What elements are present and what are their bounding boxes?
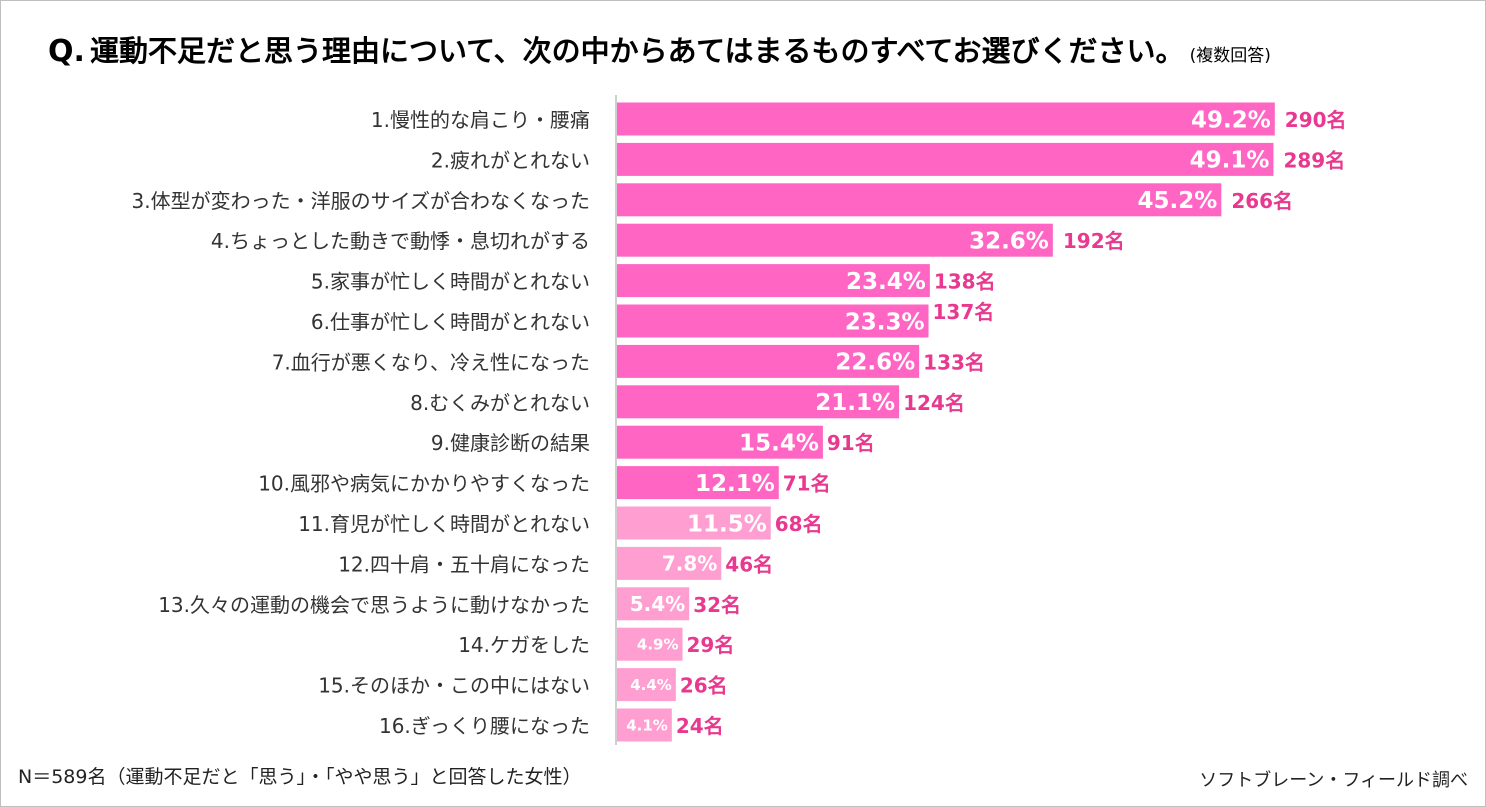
category-label: 9.健康診断の結果 [431,431,590,455]
count-data-label: 71名 [783,472,831,496]
percent-data-label: 49.1% [1190,148,1270,174]
category-label: 1.慢性的な肩こり・腰痛 [371,108,590,132]
multiple-answer-note: (複数回答) [1189,46,1271,66]
category-label: 3.体型が変わった・洋服のサイズが合わなくなった [132,189,590,213]
percent-data-label: 5.4% [630,592,685,616]
percent-data-label: 22.6% [835,350,915,376]
percent-data-label: 45.2% [1138,188,1218,214]
bar [617,587,690,621]
category-label: 11.育児が忙しく時間がとれない [298,512,590,536]
count-data-label: 29名 [687,633,735,657]
count-data-label: 26名 [680,674,728,698]
count-data-label: 289名 [1283,148,1345,172]
count-data-label: 91名 [827,431,875,455]
category-label: 5.家事が忙しく時間がとれない [311,270,590,294]
count-data-label: 46名 [725,552,773,576]
category-label: 2.疲れがとれない [431,148,590,172]
percent-data-label: 4.1% [626,716,668,734]
bar [617,466,779,500]
percent-data-label: 21.1% [815,390,895,416]
count-data-label: 32名 [693,593,741,617]
chart-title: Q. 運動不足だと思う理由について、次の中からあてはまるものすべてお選びください… [48,28,1468,70]
category-label: 4.ちょっとした動きで動悸・息切れがする [211,229,590,253]
bar [617,344,920,378]
percent-data-label: 11.5% [687,511,767,537]
category-label: 6.仕事が忙しく時間がとれない [311,310,590,334]
source-credit: ソフトブレーン・フィールド調べ [1199,770,1468,791]
category-label: 16.ぎっくり腰になった [379,714,590,738]
question-label: Q. [48,34,85,69]
bar [617,142,1274,176]
count-data-label: 290名 [1285,108,1347,132]
count-data-label: 133名 [923,350,985,374]
count-data-label: 266名 [1231,189,1293,213]
count-data-label: 24名 [676,714,724,738]
percent-data-label: 4.9% [637,636,679,654]
bar [617,304,929,338]
count-data-label: 68名 [775,512,823,536]
count-data-label: 192名 [1063,229,1125,253]
percent-data-label: 23.4% [846,269,926,295]
count-data-label: 137名 [933,300,995,324]
category-label: 8.むくみがとれない [410,391,590,415]
count-data-label: 138名 [934,270,996,294]
percent-data-label: 23.3% [845,309,925,335]
percent-data-label: 15.4% [739,430,819,456]
category-label: 10.風邪や病気にかかりやすくなった [258,472,590,496]
bar [617,102,1275,136]
percent-data-label: 7.8% [662,552,717,576]
bar [617,385,900,419]
bar [617,546,722,580]
percent-data-label: 32.6% [969,228,1049,254]
bar [617,223,1053,257]
category-label: 7.血行が悪くなり、冷え性になった [272,350,590,374]
sample-size-note: N＝589名（運動不足だと「思う」・「やや思う」と回答した女性） [18,766,582,788]
category-label: 15.そのほか・この中にはない [318,674,590,698]
bar [617,708,672,742]
bar [617,264,930,298]
category-label: 12.四十肩・五十肩になった [338,552,590,576]
bar [617,506,771,540]
category-label: 13.久々の運動の機会で思うように動けなかった [158,593,590,617]
count-data-label: 124名 [903,391,965,415]
bar [617,627,683,661]
percent-data-label: 12.1% [695,471,775,497]
category-label: 14.ケガをした [458,633,590,657]
bar [617,183,1222,217]
question-text: 運動不足だと思う理由について、次の中からあてはまるものすべてお選びください。 [90,34,1185,68]
bar [617,425,823,459]
bar [617,668,676,702]
percent-data-label: 49.2% [1191,107,1271,133]
percent-data-label: 4.4% [630,676,672,694]
